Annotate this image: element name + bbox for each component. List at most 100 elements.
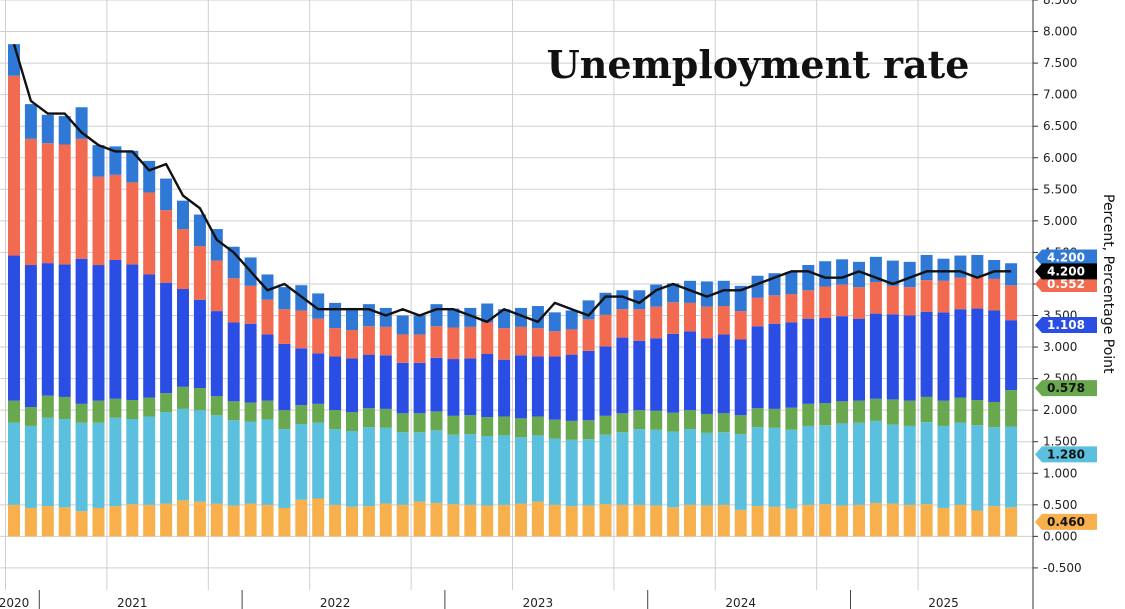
bar-segment [75, 258, 88, 404]
bar-segment [346, 358, 358, 413]
bar-segment [58, 144, 71, 265]
bar-segment [447, 415, 460, 435]
bar-segment [329, 302, 342, 329]
bar-segment [362, 427, 375, 507]
bar-segment [346, 412, 358, 431]
bar-segment [717, 334, 730, 414]
bar-segment [126, 150, 139, 183]
bar-segment [886, 503, 899, 537]
bar-segment [24, 265, 37, 408]
bar-segment [599, 504, 612, 537]
bar-segment [920, 280, 933, 312]
bar-segment [515, 437, 527, 504]
y-tick-label: 2.000 [1043, 403, 1077, 417]
bar-segment [41, 506, 54, 537]
bar-segment [143, 274, 156, 398]
bar-segment [210, 396, 223, 416]
bar-segment [295, 424, 308, 500]
bar-segment [210, 415, 223, 504]
bar-segment [109, 506, 122, 537]
bar-segment [126, 182, 139, 265]
bar-segment [278, 343, 291, 411]
bar-segment [464, 326, 477, 359]
bar-segment [734, 285, 747, 312]
bar-segment [227, 420, 240, 506]
bar-segment [886, 285, 899, 315]
bar-segment [684, 331, 696, 411]
bar-segment [210, 311, 223, 397]
unemployment-line [12, 43, 1012, 324]
y-tick-label: 1.500 [1043, 435, 1077, 449]
bar-segment [92, 265, 105, 401]
bar-segment [650, 429, 663, 506]
bar-segment [599, 415, 612, 435]
bar-segment [413, 362, 426, 414]
bar-segment [24, 104, 37, 139]
bar-segment [126, 400, 139, 419]
bar-segment [160, 503, 173, 537]
bar-segment [903, 315, 916, 401]
bar-segment [937, 280, 950, 313]
value-tag: 4.200 [1035, 263, 1097, 280]
bar-segment [937, 258, 950, 281]
bar-segment [143, 192, 156, 275]
bar-segment [160, 412, 173, 504]
bar-segment [379, 427, 392, 504]
bar-segment [1005, 285, 1018, 321]
unemployment-rate-line [12, 43, 1012, 324]
bar-segment [531, 306, 544, 329]
bar-segment [903, 287, 916, 316]
bar-segment [548, 438, 561, 505]
bar-segment [58, 418, 71, 508]
value-tag: 1.108 [1035, 316, 1097, 333]
bar-segment [650, 338, 663, 411]
value-tag-label: 4.200 [1047, 264, 1085, 278]
bar-segment [464, 434, 477, 505]
bar-segment [582, 319, 595, 351]
bar-segment [633, 340, 646, 411]
bar-segment [836, 259, 849, 285]
bar-segment [75, 511, 88, 537]
bar-segment [988, 259, 1001, 279]
bar-segment [177, 386, 189, 409]
bar-segment [565, 310, 578, 330]
bar-segment [430, 411, 443, 431]
bar-segment [819, 261, 832, 287]
x-year-label: 2020 [0, 596, 29, 609]
bar-segment [143, 504, 156, 537]
bar-segment [498, 416, 511, 436]
bar-segment [261, 400, 274, 420]
bar-segment [869, 420, 882, 503]
bar-segment [869, 398, 882, 421]
bar-segment [8, 255, 20, 401]
bar-segment [582, 420, 595, 440]
bar-segment [988, 506, 1001, 537]
bar-segment [548, 356, 561, 420]
bar-segment [565, 439, 578, 507]
bar-segment [362, 354, 375, 409]
bar-segment [751, 408, 764, 428]
bar-segment [24, 507, 37, 537]
bar-segment [278, 410, 291, 430]
bar-segment [785, 322, 798, 408]
bar-segment [346, 330, 358, 359]
bar-segment [853, 261, 865, 288]
bar-segment [734, 434, 747, 510]
bar-segment [700, 306, 713, 339]
bar-segment [261, 299, 274, 335]
bar-segment [785, 429, 798, 509]
bar-segment [379, 355, 392, 409]
bar-segment [346, 307, 358, 331]
bar-segment [971, 425, 984, 511]
bar-segment [430, 357, 443, 412]
bar-segment [988, 427, 1001, 507]
bar-segment [396, 432, 409, 505]
bar-segment [903, 261, 916, 288]
bar-segment [24, 407, 37, 426]
bar-segment [802, 504, 815, 537]
x-year-label: 2021 [117, 596, 148, 609]
bar-segment [819, 425, 832, 505]
bar-segment [836, 401, 849, 424]
bar-segment [853, 422, 865, 505]
bar-segment [616, 504, 629, 537]
